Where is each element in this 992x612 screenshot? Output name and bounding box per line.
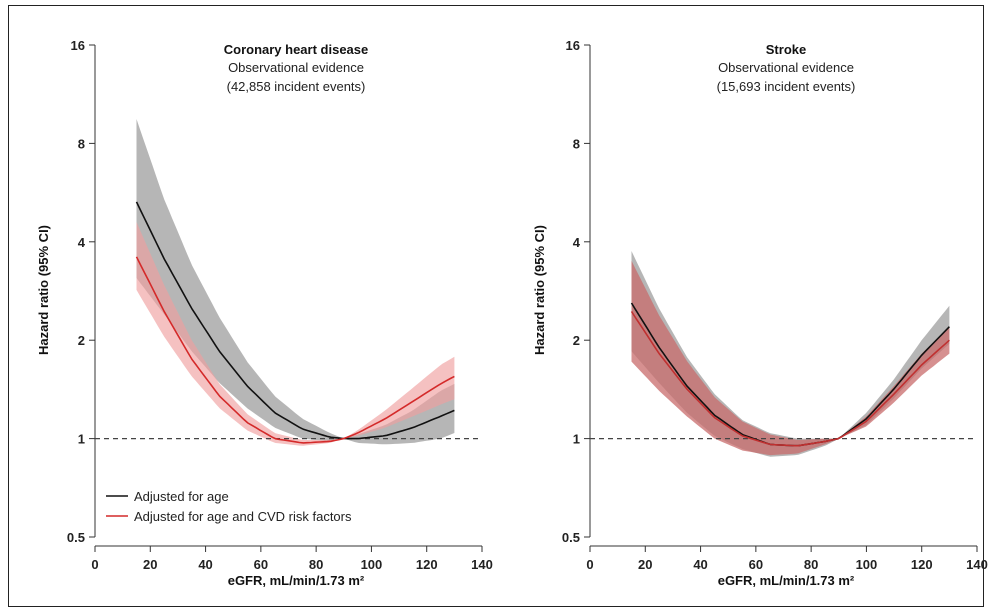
y-tick-label: 16 <box>566 38 580 53</box>
y-tick-label: 2 <box>78 333 85 348</box>
y-axis-title: Hazard ratio (95% CI) <box>532 225 547 355</box>
x-axis-title: eGFR, mL/min/1.73 m² <box>228 573 365 588</box>
chart-subtitle-2: (15,693 incident events) <box>717 79 856 94</box>
chart-title: Coronary heart disease <box>224 42 369 57</box>
x-tick-label: 80 <box>804 557 818 572</box>
x-tick-label: 20 <box>638 557 652 572</box>
x-tick-label: 140 <box>966 557 988 572</box>
chart-subtitle-1: Observational evidence <box>718 60 854 75</box>
x-tick-label: 60 <box>749 557 763 572</box>
ci-band-cvd <box>631 260 950 456</box>
chart-subtitle-2: (42,858 incident events) <box>227 79 366 94</box>
chart-title: Stroke <box>766 42 806 57</box>
y-tick-label: 4 <box>573 235 581 250</box>
x-tick-label: 140 <box>471 557 493 572</box>
ci-band-cvd <box>136 222 455 446</box>
y-tick-label: 16 <box>71 38 85 53</box>
y-axis-title: Hazard ratio (95% CI) <box>36 225 51 355</box>
panel-stroke: Stroke Observational evidence (15,693 in… <box>532 38 988 588</box>
x-tick-label: 120 <box>416 557 438 572</box>
x-tick-label: 80 <box>309 557 323 572</box>
y-tick-label: 0.5 <box>562 530 580 545</box>
series-line-age <box>135 201 455 440</box>
y-tick-label: 1 <box>78 432 85 447</box>
panel-coronary-heart-disease: Coronary heart disease Observational evi… <box>36 38 493 588</box>
ci-band-age <box>136 119 455 445</box>
y-tick-label: 0.5 <box>67 530 85 545</box>
x-tick-label: 20 <box>143 557 157 572</box>
y-tick-label: 8 <box>78 136 85 151</box>
y-tick-label: 4 <box>78 235 86 250</box>
series-line-cvd <box>630 310 950 447</box>
legend-label-cvd: Adjusted for age and CVD risk factors <box>134 509 352 524</box>
y-tick-label: 8 <box>573 136 580 151</box>
x-tick-label: 40 <box>198 557 212 572</box>
x-tick-label: 60 <box>254 557 268 572</box>
y-tick-label: 1 <box>573 432 580 447</box>
plot-area: 0.5 1 2 4 8 16 0 20 40 60 80 100 120 140 <box>562 38 988 572</box>
x-tick-label: 40 <box>693 557 707 572</box>
y-tick-label: 2 <box>573 333 580 348</box>
series-line-cvd <box>135 256 455 444</box>
plot-area: 0.5 1 2 4 8 16 0 20 40 60 80 100 120 140 <box>67 38 493 572</box>
x-axis-title: eGFR, mL/min/1.73 m² <box>718 573 855 588</box>
x-tick-label: 0 <box>586 557 593 572</box>
chart-subtitle-1: Observational evidence <box>228 60 364 75</box>
legend: Adjusted for age Adjusted for age and CV… <box>106 489 352 524</box>
x-tick-label: 100 <box>856 557 878 572</box>
x-tick-label: 120 <box>911 557 933 572</box>
x-tick-label: 0 <box>91 557 98 572</box>
legend-label-age: Adjusted for age <box>134 489 229 504</box>
x-tick-label: 100 <box>361 557 383 572</box>
